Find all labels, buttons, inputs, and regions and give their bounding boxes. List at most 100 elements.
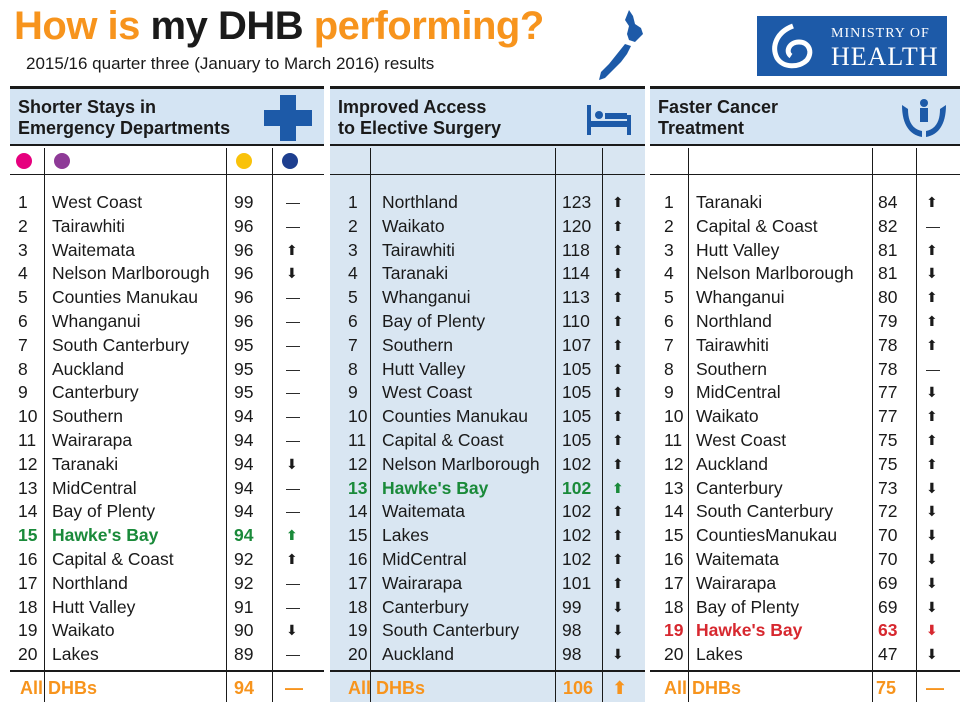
dhb-name-cell: Canterbury [52,382,139,403]
table-row: 12 Auckland 75 ⬆ [650,453,960,477]
dhb-name-cell: Lakes [696,644,743,665]
trend-flat-icon: — [286,384,300,401]
table-row: 7 Southern 107 ⬆ [330,334,645,358]
rank-cell: 16 [18,548,38,569]
trend-down-icon: ⬇ [926,384,938,401]
dhb-name-cell: Nelson Marlborough [52,263,210,284]
trend-flat-icon: — [286,408,300,425]
trend-down-icon: ⬇ [612,598,624,615]
score-cell: 70 [878,548,898,569]
rank-cell: 19 [664,620,684,641]
title-part-1: How is [14,4,151,48]
trend-up-icon: ⬆ [612,455,624,472]
ministry-of-health-logo: MINISTRY OF HEALTH [757,16,947,76]
score-cell: 110 [562,310,590,331]
dhb-name-cell: Auckland [52,358,124,379]
dhb-name-cell: South Canterbury [696,501,834,522]
trend-up-icon: ⬆ [612,217,624,234]
score-cell: 79 [878,310,898,331]
rank-cell: 15 [348,525,368,546]
dhb-name-cell: Hawke's Bay [696,620,803,641]
dhb-name-cell: Tairawhiti [382,239,455,260]
rank-cell: 14 [18,501,38,522]
trend-up-icon: ⬆ [926,289,938,306]
table-row: 2 Waikato 120 ⬆ [330,215,645,239]
rank-cell: 3 [18,239,28,260]
dhb-name-cell: Taranaki [382,263,449,284]
legend-row [650,148,960,175]
rank-cell: 17 [348,572,368,593]
cross-icon [264,95,312,141]
trend-down-icon: ⬇ [926,265,938,282]
table-row: 12 Nelson Marlborough 102 ⬆ [330,453,645,477]
new-zealand-map-icon [599,10,643,80]
table-row: 19 Waikato 90 ⬇ [10,619,324,643]
score-cell: 47 [878,644,898,665]
table-row: 15 Lakes 102 ⬆ [330,524,645,548]
score-cell: 92 [234,572,254,593]
dhb-name-cell: Wairarapa [52,429,133,450]
rank-cell: 19 [348,620,368,641]
score-cell: 92 [234,548,254,569]
table-row: 5 Counties Manukau 96 — [10,286,324,310]
table-row: 8 Southern 78 — [650,358,960,382]
rank-cell: 8 [18,358,28,379]
trend-down-icon: ⬇ [926,503,938,520]
panel-cancer-treatment: Faster Cancer Treatment 1 Taranaki 84 ⬆ 2 Cap… [650,86,960,702]
dhb-name-cell: Whanganui [382,287,471,308]
legend-row [330,148,645,175]
rank-cell: 11 [348,429,367,450]
table-row: 3 Hutt Valley 81 ⬆ [650,239,960,263]
dhb-name-cell: Nelson Marlborough [382,453,540,474]
ranking-list: 1 Northland 123 ⬆ 2 Waikato 120 ⬆ 3 Tairawhiti 118… [330,191,645,667]
table-row: 6 Whanganui 96 — [10,310,324,334]
table-row: 4 Nelson Marlborough 81 ⬇ [650,262,960,286]
table-row: 2 Capital & Coast 82 — [650,215,960,239]
rank-cell: 9 [18,382,28,403]
trend-down-icon: ⬇ [612,646,624,663]
dhb-name-cell: Waitemata [696,548,779,569]
rank-cell: 2 [348,215,358,236]
dhb-name-cell: Whanganui [696,287,785,308]
trend-flat-icon: — [286,503,300,520]
dhb-name-cell: Capital & Coast [696,215,818,236]
hospital-bed-icon [587,105,631,135]
column-divider [272,148,273,702]
table-row: 19 South Canterbury 98 ⬇ [330,619,645,643]
score-cell: 82 [878,215,898,236]
score-cell: 105 [562,358,592,379]
panel-header: Improved Access to Elective Surgery [330,86,645,146]
score-cell: 75 [878,429,898,450]
trend-up-icon: ⬆ [286,527,298,544]
score-cell: 123 [562,192,592,212]
trend-flat-icon: — [286,646,300,663]
rank-cell: 10 [348,406,368,427]
score-cell: 91 [234,596,254,617]
table-row: 15 Hawke's Bay 94 ⬆ [10,524,324,548]
rank-cell: 18 [348,596,368,617]
table-row: 1 Northland 123 ⬆ [330,191,645,215]
ranking-list: 1 West Coast 99—2 Tairawhiti 96—3 Waitemata 96… [10,191,324,667]
rank-cell: 8 [664,358,674,379]
table-row: 14 Waitemata 102 ⬆ [330,500,645,524]
table-row: 17 Northland 92 — [10,572,324,596]
score-cell: 99 [562,596,582,617]
rank-cell: 16 [664,548,684,569]
dhb-name-cell: Counties Manukau [382,406,528,427]
trend-up-icon: ⬆ [926,336,938,353]
summary-label: All DHBs [664,678,742,698]
trend-up-icon: ⬆ [612,574,624,591]
score-cell: 96 [234,239,254,260]
trend-down-icon: ⬇ [926,574,938,591]
dhb-name-cell: Nelson Marlborough [696,263,854,284]
rank-cell: 1 [664,192,674,212]
title-part-2: my DHB [150,4,304,48]
trend-flat-icon: — [286,431,300,448]
rank-cell: 5 [664,287,674,308]
dhb-name-cell: West Coast [52,192,143,212]
score-cell: 107 [562,334,592,355]
page-title: How is my DHB performing? [14,4,544,49]
table-row: 10 Counties Manukau 105 ⬆ [330,405,645,429]
rank-cell: 3 [664,239,674,260]
trend-up-icon: ⬆ [926,408,938,425]
